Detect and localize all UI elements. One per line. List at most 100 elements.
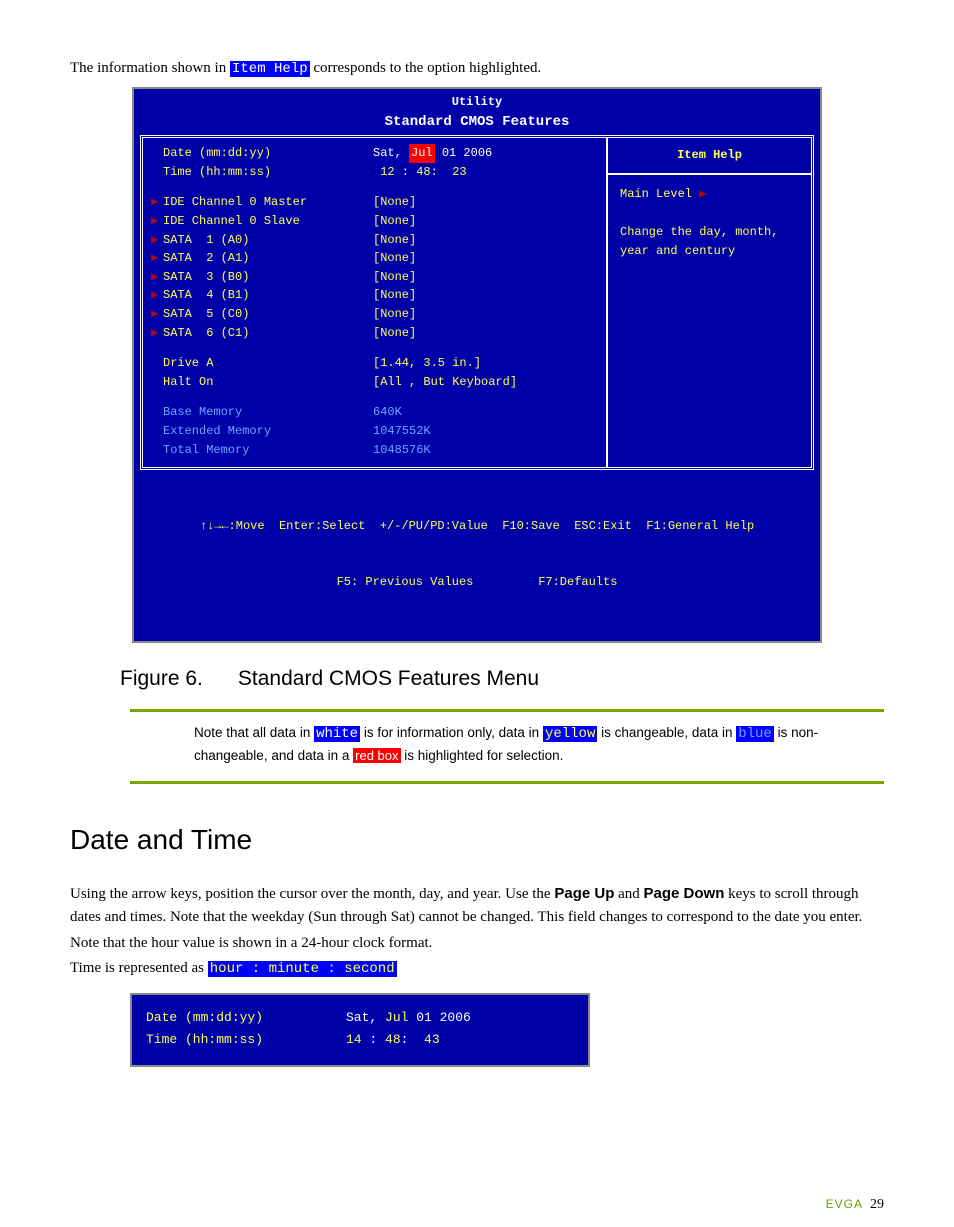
memory-label: Total Memory [163,441,373,460]
note-t3: is changeable, data in [597,725,736,740]
bios-title: Standard CMOS Features [134,112,820,134]
lead-post: corresponds to the option highlighted. [310,60,542,76]
mini-date-row: Date (mm:dd:yy)Sat, Jul 01 2006 [146,1007,574,1029]
page-footer: EVGA 29 [0,1107,954,1213]
halt-on-value: [All , But Keyboard] [373,373,517,392]
color-legend-note: Note that all data in white is for infor… [130,709,884,784]
device-value: [None] [373,231,416,250]
device-row[interactable]: ▶SATA 1 (A0)[None] [151,231,598,250]
item-help-inline: Item Help [230,61,310,77]
help-main-text: Main Level [620,187,692,201]
device-label: IDE Channel 0 Master [163,193,373,212]
device-row[interactable]: ▶SATA 5 (C0)[None] [151,305,598,324]
device-row[interactable]: ▶IDE Channel 0 Master[None] [151,193,598,212]
help-title: Item Help [608,138,811,175]
chevron-right-icon: ▶ [151,231,163,250]
p3a: Time is represented as [70,960,208,976]
chevron-right-icon: ▶ [151,305,163,324]
device-value: [None] [373,193,416,212]
section-para2: Note that the hour value is shown in a 2… [70,932,884,955]
memory-row: Extended Memory1047552K [151,422,598,441]
memory-row: Total Memory1048576K [151,441,598,460]
memory-value: 1048576K [373,441,431,460]
date-row[interactable]: Date (mm:dd:yy)Sat, Jul 01 2006 [151,144,598,163]
bios-utility: Utility [134,93,820,112]
p1b: and [614,886,643,902]
mini-time-h: 14 [346,1032,362,1047]
date-month-selected[interactable]: Jul [409,144,435,163]
page-down-key: Page Down [644,885,725,902]
time-h: 12 [380,165,394,179]
memory-label: Extended Memory [163,422,373,441]
page-up-key: Page Up [554,885,614,902]
mini-date-prefix: Sat, [346,1010,385,1025]
device-label: IDE Channel 0 Slave [163,212,373,231]
legend-blue: blue [736,726,774,742]
footer-line2: F5: Previous Values F7:Defaults [142,573,812,592]
device-label: SATA 3 (B0) [163,268,373,287]
help-text: Change the day, month, year and century [620,223,799,260]
chevron-right-icon: ▶ [699,185,711,204]
device-label: SATA 6 (C1) [163,324,373,343]
note-t2: is for information only, data in [360,725,543,740]
device-value: [None] [373,268,416,287]
lead-pre: The information shown in [70,60,230,76]
footer-line1: ↑↓→←:Move Enter:Select +/-/PU/PD:Value F… [142,517,812,536]
bios-help-pane: Item Help Main Level ▶ Change the day, m… [606,138,811,467]
chevron-right-icon: ▶ [151,324,163,343]
figure-title: Standard CMOS Features Menu [238,667,539,690]
chevron-right-icon: ▶ [151,249,163,268]
halt-on-label: Halt On [163,373,373,392]
date-prefix: Sat, [373,144,409,163]
note-t5: is highlighted for selection. [401,748,564,763]
chevron-right-icon: ▶ [151,212,163,231]
help-main-level: Main Level ▶ [620,185,799,204]
legend-yellow: yellow [543,726,597,742]
device-row[interactable]: ▶SATA 2 (A1)[None] [151,249,598,268]
note-t1: Note that all data in [194,725,314,740]
drive-a-label: Drive A [163,354,373,373]
bios-header: Utility Standard CMOS Features [134,89,820,135]
section-para1: Using the arrow keys, position the curso… [70,882,884,930]
device-label: SATA 2 (A1) [163,249,373,268]
figure-caption: Figure 6. Standard CMOS Features Menu [120,667,884,691]
time-format: hour : minute : second [208,961,397,977]
mini-time-label: Time (hh:mm:ss) [146,1029,346,1051]
legend-white: white [314,726,360,742]
date-rest: 01 2006 [435,144,493,163]
memory-value: 640K [373,403,402,422]
device-row[interactable]: ▶SATA 6 (C1)[None] [151,324,598,343]
p1a: Using the arrow keys, position the curso… [70,886,554,902]
mini-time-m: 48 [385,1032,401,1047]
device-value: [None] [373,249,416,268]
section-heading: Date and Time [70,824,884,856]
memory-value: 1047552K [373,422,431,441]
date-label: Date (mm:dd:yy) [163,144,373,163]
device-row[interactable]: ▶SATA 4 (B1)[None] [151,286,598,305]
time-row[interactable]: Time (hh:mm:ss) 12 : 48: 23 [151,163,598,182]
device-row[interactable]: ▶IDE Channel 0 Slave[None] [151,212,598,231]
halt-on-row[interactable]: Halt On[All , But Keyboard] [151,373,598,392]
bios-footer: ↑↓→←:Move Enter:Select +/-/PU/PD:Value F… [134,470,820,641]
section-para3: Time is represented as hour : minute : s… [70,957,884,981]
chevron-right-icon: ▶ [151,268,163,287]
drive-a-row[interactable]: Drive A[1.44, 3.5 in.] [151,354,598,373]
device-row[interactable]: ▶SATA 3 (B0)[None] [151,268,598,287]
time-m: 48 [416,165,430,179]
device-value: [None] [373,324,416,343]
lead-paragraph: The information shown in Item Help corre… [70,60,884,77]
device-value: [None] [373,212,416,231]
brand-label: EVGA [826,1197,863,1211]
bios-left-pane: Date (mm:dd:yy)Sat, Jul 01 2006 Time (hh… [143,138,606,467]
mini-time-row: Time (hh:mm:ss)14 : 48: 43 [146,1029,574,1051]
chevron-right-icon: ▶ [151,193,163,212]
chevron-right-icon: ▶ [151,286,163,305]
page-number: 29 [870,1197,884,1212]
mini-bios-example: Date (mm:dd:yy)Sat, Jul 01 2006 Time (hh… [130,993,590,1067]
figure-num: Figure 6. [120,667,203,690]
mini-date-rest: 01 2006 [408,1010,470,1025]
time-s: 23 [452,165,466,179]
time-label: Time (hh:mm:ss) [163,163,373,182]
memory-label: Base Memory [163,403,373,422]
mini-date-month: Jul [385,1010,408,1025]
